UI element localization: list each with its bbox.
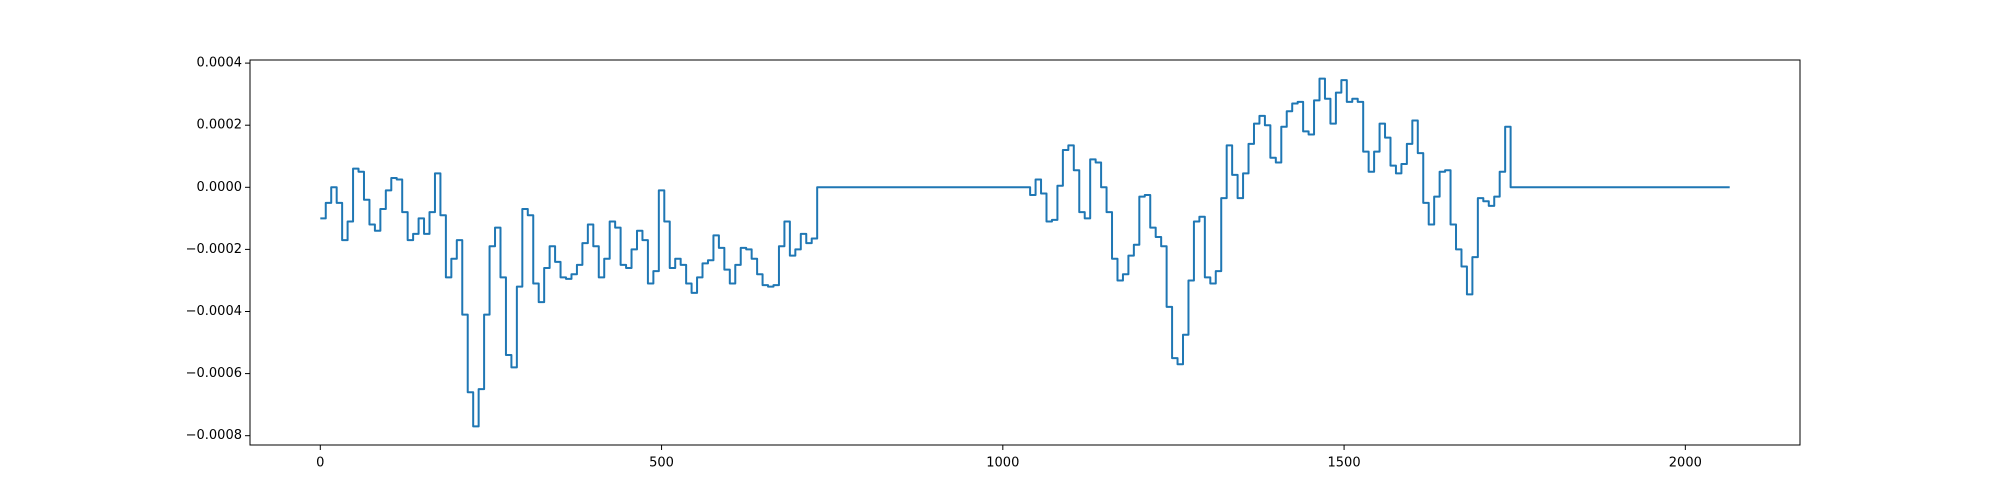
x-tick-label: 1000	[986, 456, 1019, 471]
x-tick-label: 2000	[1669, 456, 1702, 471]
y-tick-label: 0.0004	[197, 56, 243, 71]
x-tick-label: 0	[316, 456, 324, 471]
y-tick-label: −0.0002	[186, 242, 242, 257]
y-tick-label: 0.0002	[197, 118, 243, 133]
data-line	[320, 77, 1730, 428]
x-tick-label: 1500	[1328, 456, 1361, 471]
y-tick-label: −0.0008	[186, 428, 242, 443]
y-tick-label: 0.0000	[197, 180, 243, 195]
y-tick-label: −0.0004	[186, 304, 242, 319]
x-tick-label: 500	[649, 456, 674, 471]
y-tick-label: −0.0006	[186, 366, 242, 381]
axes-frame	[249, 59, 1801, 446]
